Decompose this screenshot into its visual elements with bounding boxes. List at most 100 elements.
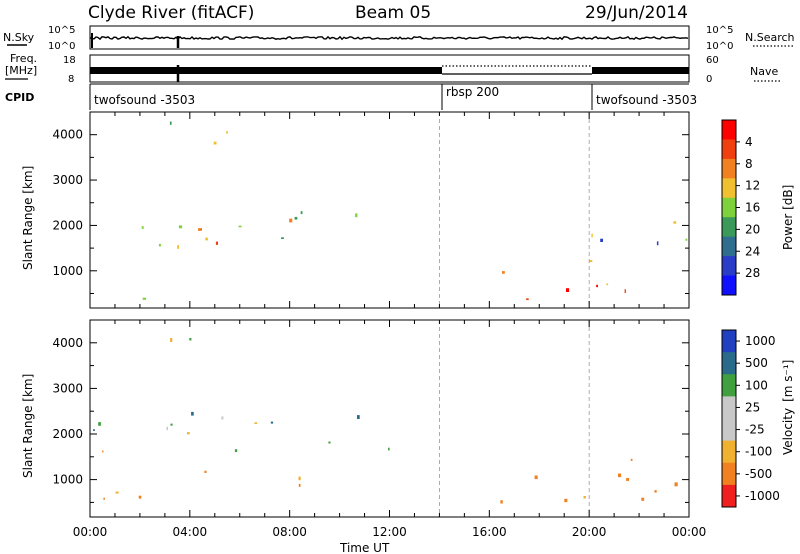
heatmap-cell bbox=[566, 288, 570, 292]
heatmap-cell bbox=[596, 284, 598, 288]
heatmap-cell bbox=[215, 241, 218, 245]
x-tick-label: 00:00 bbox=[672, 525, 707, 539]
nsky-right-tick-bottom: 10^0 bbox=[706, 41, 733, 52]
heatmap-cell bbox=[142, 297, 146, 300]
heatmap-cell bbox=[170, 423, 173, 426]
heatmap-cell bbox=[502, 271, 505, 274]
cpid-segment-2: rbsp 200 bbox=[446, 85, 499, 99]
x-tick-label: 20:00 bbox=[572, 525, 607, 539]
cpid-label: CPID bbox=[5, 91, 34, 104]
y-tick-label: 4000 bbox=[52, 336, 83, 350]
heatmap-cell bbox=[226, 131, 228, 134]
nsky-right-tick-top: 10^5 bbox=[706, 25, 733, 36]
cpid-strip: CPID twofsound -3503 rbsp 200 twofsound … bbox=[5, 83, 697, 110]
heatmap-cell bbox=[166, 426, 168, 431]
colorbar-tick-label: 16 bbox=[745, 201, 760, 215]
power-colorbar-label: Power [dB] bbox=[781, 185, 795, 250]
heatmap-cell bbox=[300, 211, 303, 215]
heatmap-cell bbox=[626, 478, 630, 481]
heatmap-cell bbox=[213, 141, 217, 145]
colorbar-tick-label: -1000 bbox=[745, 489, 780, 503]
nsky-strip: N.Sky 10^5 10^0 10^5 10^0 N.Search bbox=[3, 25, 795, 52]
heatmap-cell bbox=[289, 218, 293, 223]
heatmap-cell bbox=[654, 490, 657, 493]
heatmap-cell bbox=[630, 458, 633, 461]
heatmap-cell bbox=[298, 483, 301, 487]
heatmap-cell bbox=[204, 470, 207, 473]
heatmap-cell bbox=[606, 283, 609, 286]
heatmap-cell bbox=[618, 473, 622, 478]
y-tick-label: 4000 bbox=[52, 128, 83, 142]
y-axis-label-velocity: Slant Range [km] bbox=[21, 374, 35, 478]
nsky-tick-top: 10^5 bbox=[48, 25, 75, 36]
heatmap-cell bbox=[564, 498, 568, 503]
x-tick-label: 04:00 bbox=[173, 525, 208, 539]
heatmap-cell bbox=[600, 238, 603, 242]
freq-tick-top: 18 bbox=[63, 55, 76, 66]
heatmap-cell bbox=[270, 421, 274, 424]
colorbar-tick-label: 20 bbox=[745, 222, 760, 236]
y-tick-label: 1000 bbox=[52, 264, 83, 278]
y-tick-label: 1000 bbox=[52, 473, 83, 487]
heatmap-cell bbox=[141, 226, 144, 229]
colorbar-tick-label: 4 bbox=[745, 135, 753, 149]
colorbar-tick-label: 1000 bbox=[745, 334, 776, 348]
heatmap-cell bbox=[205, 237, 208, 241]
colorbar-tick-label: 100 bbox=[745, 378, 768, 392]
heatmap-cell bbox=[624, 289, 626, 293]
heatmap-cell bbox=[191, 411, 194, 416]
heatmap-cell bbox=[281, 237, 284, 239]
freq-tick-bottom: 8 bbox=[68, 74, 74, 85]
heatmap-cell bbox=[234, 449, 238, 453]
colorbar-tick-label: 500 bbox=[745, 356, 768, 370]
heatmap-cell bbox=[500, 500, 503, 504]
colorbar-tick-label: -25 bbox=[745, 423, 765, 437]
heatmap-cell bbox=[115, 491, 119, 494]
y-tick-label: 3000 bbox=[52, 381, 83, 395]
x-tick-labels: 00:00 04:00 08:00 12:00 16:00 20:00 00:00 bbox=[73, 525, 707, 539]
heatmap-cell bbox=[534, 475, 538, 480]
heatmap-cell bbox=[93, 429, 95, 431]
heatmap-cell bbox=[591, 233, 593, 238]
power-axes: 1000 2000 3000 4000 bbox=[52, 111, 690, 308]
heatmap-cell bbox=[388, 447, 390, 451]
cpid-segment-1: twofsound -3503 bbox=[94, 93, 195, 107]
beam-title: Beam 05 bbox=[355, 3, 431, 23]
heatmap-cell bbox=[357, 415, 360, 419]
station-title: Clyde River (fitACF) bbox=[88, 3, 254, 23]
velocity-axes: 1000 2000 3000 4000 bbox=[52, 319, 690, 517]
nsky-tick-bottom: 10^0 bbox=[48, 41, 75, 52]
y-tick-label: 2000 bbox=[52, 218, 83, 232]
colorbar-tick-label: 28 bbox=[745, 266, 760, 280]
freq-label-2: [MHz] bbox=[5, 64, 37, 77]
x-tick-label: 00:00 bbox=[73, 525, 108, 539]
colorbar-tick-label: -100 bbox=[745, 445, 772, 459]
freq-strip: Freq. [MHz] 18 8 60 0 Nave bbox=[5, 52, 782, 85]
nave-label: Nave bbox=[750, 65, 778, 78]
colorbar-tick-label: 12 bbox=[745, 179, 760, 193]
heatmap-cell bbox=[170, 338, 173, 342]
heatmap-cell bbox=[189, 338, 192, 341]
heatmap-cell bbox=[177, 245, 179, 249]
power-colorbar: 28 24 20 16 12 8 4 Power [dB] bbox=[721, 119, 795, 296]
freq-label-1: Freq. bbox=[10, 52, 37, 65]
heatmap-cell bbox=[103, 497, 105, 500]
velocity-heatmap bbox=[93, 338, 678, 504]
colorbar-tick-label: 24 bbox=[745, 244, 760, 258]
cpid-segment-3: twofsound -3503 bbox=[596, 93, 697, 107]
heatmap-cell bbox=[328, 441, 331, 444]
x-tick-label: 12:00 bbox=[372, 525, 407, 539]
power-panel: 1000 2000 3000 4000 bbox=[52, 111, 690, 309]
heatmap-cell bbox=[583, 496, 586, 499]
heatmap-cell bbox=[158, 243, 161, 247]
nsky-label: N.Sky bbox=[3, 31, 35, 44]
heatmap-cell bbox=[98, 422, 101, 426]
heatmap-cell bbox=[138, 495, 142, 499]
date-title: 29/Jun/2014 bbox=[585, 3, 688, 23]
heatmap-cell bbox=[674, 482, 678, 487]
heatmap-cell bbox=[102, 450, 104, 453]
heatmap-cell bbox=[685, 238, 688, 241]
heatmap-cell bbox=[178, 225, 183, 229]
y-axis-label-power: Slant Range [km] bbox=[21, 166, 35, 270]
